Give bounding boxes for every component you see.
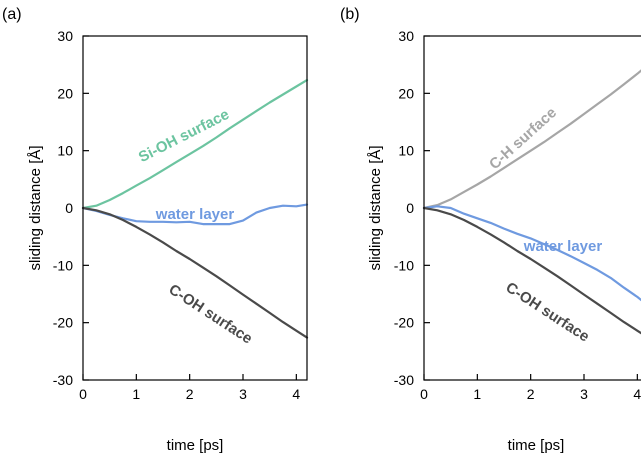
panel-b-x-tick-label: 1	[473, 386, 481, 402]
panel-a-series-line-si-oh-surface	[81, 78, 309, 210]
panel-b-y-tick-label: 10	[398, 143, 414, 159]
panel-b-x-tick-label: 0	[420, 386, 428, 402]
panel-a-y-tick-label: 30	[57, 28, 73, 44]
panel-b-x-tick-label: 4	[633, 386, 641, 402]
panel-a: (a) 0 1 2 3 4 30 20 10 0 -10 -20 -30 sliding distan…	[2, 6, 309, 454]
panel-b-y-tick-label: 0	[406, 200, 414, 216]
panel-b-series-line-c-h-surface	[422, 69, 641, 210]
panel-a-y-tick-label: 20	[57, 85, 73, 101]
panel-a-y-tick-label: -10	[53, 257, 73, 273]
panel-a-label: (a)	[2, 6, 22, 23]
panel-a-tick-labels: 0 1 2 3 4 30 20 10 0 -10 -20 -30	[53, 28, 301, 402]
panel-a-y-tick-label: 10	[57, 143, 73, 159]
panel-a-series-line-water-layer	[81, 203, 309, 226]
panel-a-lines	[81, 78, 309, 339]
panel-b-y-tick-label: 20	[398, 85, 414, 101]
panel-a-y-tick-label: 0	[65, 200, 73, 216]
panel-a-series-label-c-oh-surface: C-OH surface	[166, 281, 256, 347]
panel-b-label: (b)	[340, 6, 360, 23]
panel-a-x-axis-label: time [ps]	[167, 437, 224, 454]
panel-b-ticks	[423, 35, 638, 381]
panel-b-y-tick-label: -20	[394, 315, 414, 331]
panel-a-y-tick-label: -20	[53, 315, 73, 331]
panel-a-plot-frame	[82, 35, 308, 381]
panel-a-x-tick-label: 4	[292, 386, 300, 402]
panel-b-y-tick-label: -10	[394, 257, 414, 273]
panel-a-y-tick-label: -30	[53, 372, 73, 388]
panel-a-x-tick-label: 3	[239, 386, 247, 402]
panel-b-lines	[422, 69, 641, 335]
panel-b-y-axis-label: sliding distance [Å]	[367, 145, 384, 270]
panel-b-plot-frame	[423, 35, 641, 381]
panel-a-x-tick-label: 0	[79, 386, 87, 402]
panel-a-series-line-c-oh-surface	[81, 206, 309, 339]
panel-a-x-tick-label: 2	[186, 386, 194, 402]
panel-b-y-tick-label: 30	[398, 28, 414, 44]
panel-b-series-line-c-oh-surface	[422, 206, 641, 335]
panel-a-series-label-water-layer: water layer	[155, 206, 235, 223]
panel-a-x-tick-label: 1	[132, 386, 140, 402]
panel-b-tick-labels: 0 1 2 3 4 30 20 10 0 -10 -20 -30	[394, 28, 641, 402]
panel-b-x-tick-label: 3	[580, 386, 588, 402]
panel-b-x-axis-label: time [ps]	[508, 437, 565, 454]
panel-b: (b) 0 1 2 3 4 30 20 10 0 -10 -20 -30 sliding distan…	[340, 6, 641, 454]
panel-b-series-line-water-layer	[422, 205, 641, 302]
panel-b-x-tick-label: 2	[527, 386, 535, 402]
panel-b-series-label-water-layer: water layer	[523, 238, 603, 255]
panel-a-y-axis-label: sliding distance [Å]	[27, 145, 44, 270]
panel-b-series-label-c-oh-surface: C-OH surface	[503, 279, 593, 345]
panel-b-y-tick-label: -30	[394, 372, 414, 388]
